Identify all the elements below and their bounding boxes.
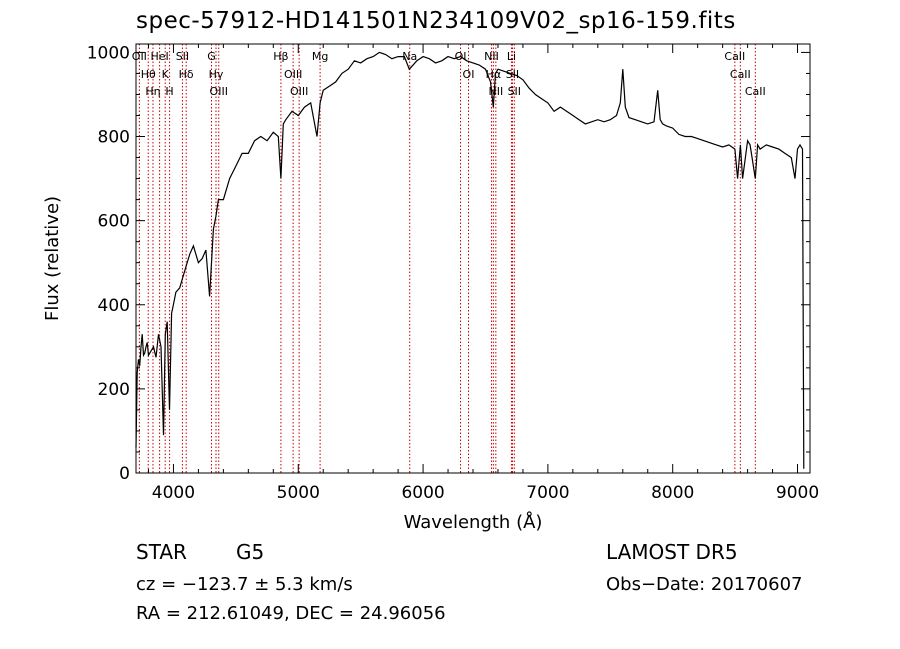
y-tick-label: 1000 [87, 43, 130, 63]
line-markers [138, 44, 756, 473]
line-marker-label: NII [484, 50, 499, 63]
obs-date: Obs−Date: 20170607 [606, 574, 803, 595]
line-marker-label: Hδ [179, 68, 194, 81]
chart-title: spec-57912-HD141501N234109V02_sp16-159.f… [136, 8, 736, 34]
x-axis: 4000 5000 6000 7000 8000 9000 [147, 44, 819, 503]
survey-name: LAMOST DR5 [606, 540, 738, 564]
plot-frame [135, 43, 811, 474]
line-marker-label: SII [176, 50, 189, 63]
coordinates: RA = 212.61049, DEC = 24.96056 [136, 603, 446, 624]
line-marker-label: SII [506, 68, 519, 81]
x-tick-label: 9000 [776, 483, 819, 503]
line-marker-label: NII [488, 85, 503, 98]
line-marker-label: Hη [145, 85, 160, 98]
line-marker-label: OIII [284, 68, 302, 81]
line-marker-label: Li [507, 50, 516, 63]
line-marker-label: Hγ [209, 68, 224, 81]
x-axis-label: Wavelength (Å) [404, 511, 543, 533]
y-axis: 0 200 400 600 800 1000 [87, 43, 810, 484]
x-tick-label: 8000 [651, 483, 694, 503]
line-marker-labels: OII Hθ Hη HeI KH SII Hδ G Hγ OIII Hβ OIII OIII Mg Na OI… [132, 50, 766, 98]
line-marker-label: OI [455, 50, 467, 63]
line-marker-label: G [207, 50, 216, 63]
line-marker-label: OII [132, 50, 147, 63]
x-tick-label: 7000 [526, 483, 569, 503]
line-marker-label: CaII [730, 68, 751, 81]
y-tick-label: 600 [98, 212, 130, 232]
x-tick-label: 4000 [152, 483, 195, 503]
line-marker-label: OIII [290, 85, 308, 98]
y-tick-label: 0 [119, 464, 130, 484]
redshift-readout: cz = −123.7 ± 5.3 km/s [136, 574, 353, 595]
y-tick-label: 800 [98, 128, 130, 148]
object-class: STAR [136, 540, 187, 564]
line-marker-label: K [162, 68, 170, 81]
y-axis-label: Flux (relative) [42, 196, 63, 321]
x-tick-label: 6000 [401, 483, 444, 503]
y-tick-label: 200 [98, 380, 130, 400]
y-tick-label: 400 [98, 296, 130, 316]
line-marker-label: CaII [724, 50, 745, 63]
line-marker-label: SII [508, 85, 521, 98]
line-marker-label: Hθ [141, 68, 156, 81]
line-marker-label: OI [463, 68, 475, 81]
line-marker-label: Mg [312, 50, 328, 63]
line-marker-label: Hα [486, 68, 502, 81]
spectrum-line [135, 51, 805, 469]
line-marker-label: OIII [210, 85, 228, 98]
line-marker-label: Na [402, 50, 417, 63]
line-marker-label: HeI [150, 50, 168, 63]
line-marker-label: H [165, 85, 173, 98]
line-marker-label: Hβ [273, 50, 288, 63]
line-marker-label: CaII [745, 85, 766, 98]
subclass: G5 [236, 540, 265, 564]
x-tick-label: 5000 [277, 483, 320, 503]
